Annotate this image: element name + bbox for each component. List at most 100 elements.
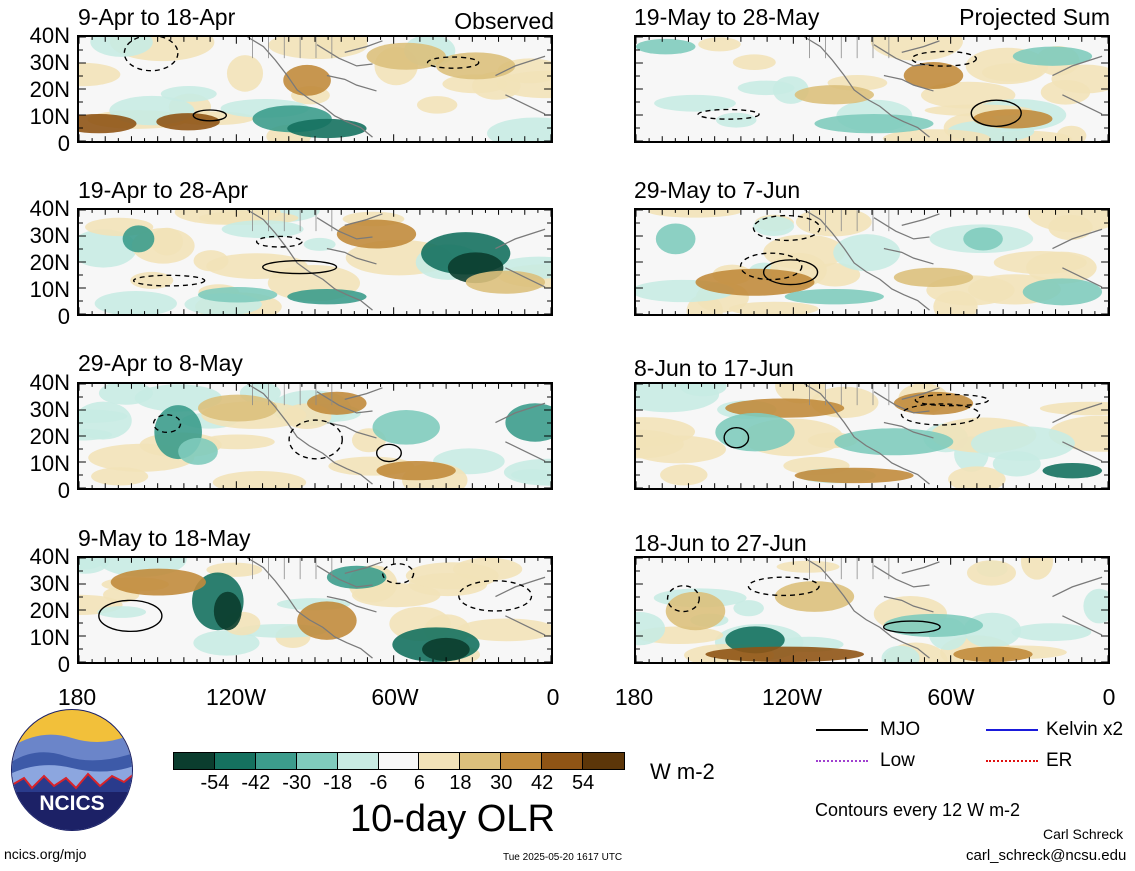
mjo-line [816, 729, 868, 731]
olr-anomaly [725, 398, 845, 418]
olr-anomaly [883, 613, 984, 637]
colorbar-tick-label: 42 [531, 772, 554, 794]
olr-anomaly [1012, 46, 1093, 66]
olr-anomaly [834, 428, 954, 456]
olr-anomaly [784, 288, 884, 305]
er-line [986, 760, 1038, 762]
panel-title: 9-May to 18-May [78, 525, 251, 551]
olr-anomaly [465, 270, 546, 294]
olr-anomaly [753, 216, 795, 236]
olr-anomaly [716, 112, 757, 128]
olr-anomaly [732, 54, 776, 71]
legend-mjo: MJO [880, 719, 921, 740]
y-tick: 0 [57, 131, 70, 156]
mjo-contour-dashed [288, 419, 343, 460]
olr-anomaly [1083, 588, 1108, 624]
olr-anomaly [336, 219, 417, 249]
map-panel [77, 556, 553, 664]
map-panel [634, 556, 1110, 664]
colorbar-swatch [296, 753, 338, 769]
panel-title: 19-Apr to 28-Apr [78, 177, 249, 203]
olr-anomaly [715, 412, 795, 452]
colorbar-swatch [460, 753, 502, 769]
olr-anomaly [698, 37, 741, 52]
mjo-contour [882, 620, 941, 634]
olr-anomaly [665, 591, 726, 631]
x-tick: 60W [371, 684, 419, 710]
colorbar-tick-label: 18 [449, 772, 472, 794]
mjo-contour-dashed [666, 585, 700, 613]
olr-anomaly [416, 96, 458, 114]
colorbar-swatch [337, 753, 379, 769]
olr-anomaly [833, 234, 901, 272]
y-tick: 10N [29, 625, 70, 650]
y-tick: 30N [29, 223, 70, 248]
olr-anomaly [963, 227, 1003, 251]
olr-anomaly [1020, 558, 1054, 580]
y-tick: 30N [29, 397, 70, 422]
olr-anomaly [94, 290, 177, 314]
mjo-contour-dashed [911, 50, 978, 67]
olr-anomaly [79, 114, 137, 134]
timestamp: Tue 2025-05-20 1617 UTC [503, 852, 623, 863]
mjo-contour [98, 599, 163, 633]
colorbar-units: W m-2 [650, 759, 715, 784]
panel-title: 29-Apr to 8-May [78, 350, 243, 376]
olr-anomaly [1011, 623, 1092, 642]
olr-anomaly [893, 391, 974, 415]
colorbar-swatch [542, 753, 584, 769]
olr-anomaly [1042, 462, 1103, 479]
mjo-contour-dashed [381, 563, 415, 585]
x-tick: 120W [761, 684, 823, 710]
olr-anomaly [221, 220, 304, 239]
olr-anomaly [729, 301, 819, 314]
olr-anomaly [776, 560, 840, 573]
mjo-contour [723, 427, 750, 449]
olr-anomaly [487, 117, 551, 141]
olr-anomaly [178, 437, 218, 465]
olr-anomaly [654, 94, 736, 112]
map-panel [634, 208, 1110, 316]
author-email[interactable]: carl_schreck@ncsu.edu [966, 847, 1127, 864]
mjo-contour [192, 109, 228, 122]
olr-anomaly [794, 467, 914, 484]
olr-anomaly [636, 429, 684, 459]
x-tick: 0 [546, 684, 560, 710]
olr-anomaly [122, 225, 155, 253]
olr-anomaly [313, 37, 369, 51]
olr-anomaly [774, 581, 855, 612]
ncics-logo: NCICS [10, 708, 134, 832]
mjo-contour-dashed [123, 37, 179, 72]
panel-title: 9-Apr to 18-Apr [78, 4, 236, 30]
olr-anomaly [372, 410, 440, 445]
olr-anomaly [79, 409, 128, 423]
olr-anomaly [287, 118, 367, 139]
mjo-contour-dashed [739, 252, 803, 281]
x-tick: 120W [205, 684, 267, 710]
olr-anomaly [810, 262, 861, 287]
panel-title: 19-May to 28-May [634, 4, 820, 30]
x-tick: 180 [614, 684, 654, 710]
olr-anomaly [156, 113, 220, 131]
olr-anomaly [705, 646, 865, 662]
olr-anomaly [442, 74, 508, 94]
colorbar-tick-label: -30 [282, 772, 312, 794]
website-link[interactable]: ncics.org/mjo [4, 846, 87, 862]
olr-anomaly [160, 86, 217, 102]
coastline [804, 384, 1103, 485]
olr-anomaly [503, 458, 551, 486]
olr-anomaly [814, 114, 934, 134]
kelvin-line [986, 729, 1038, 731]
mjo-contour-dashed [747, 576, 820, 597]
logo-text: NCICS [39, 792, 104, 815]
y-tick: 20N [29, 77, 70, 102]
y-tick: 40N [29, 23, 70, 48]
colorbar-swatch [378, 753, 420, 769]
olr-anomaly [130, 271, 174, 289]
olr-anomaly [79, 62, 121, 87]
olr-anomaly [636, 384, 720, 413]
olr-anomaly [303, 237, 336, 251]
contour-note: Contours every 12 W m-2 [815, 800, 1021, 820]
olr-anomaly [98, 384, 153, 405]
map-panel [77, 35, 553, 143]
